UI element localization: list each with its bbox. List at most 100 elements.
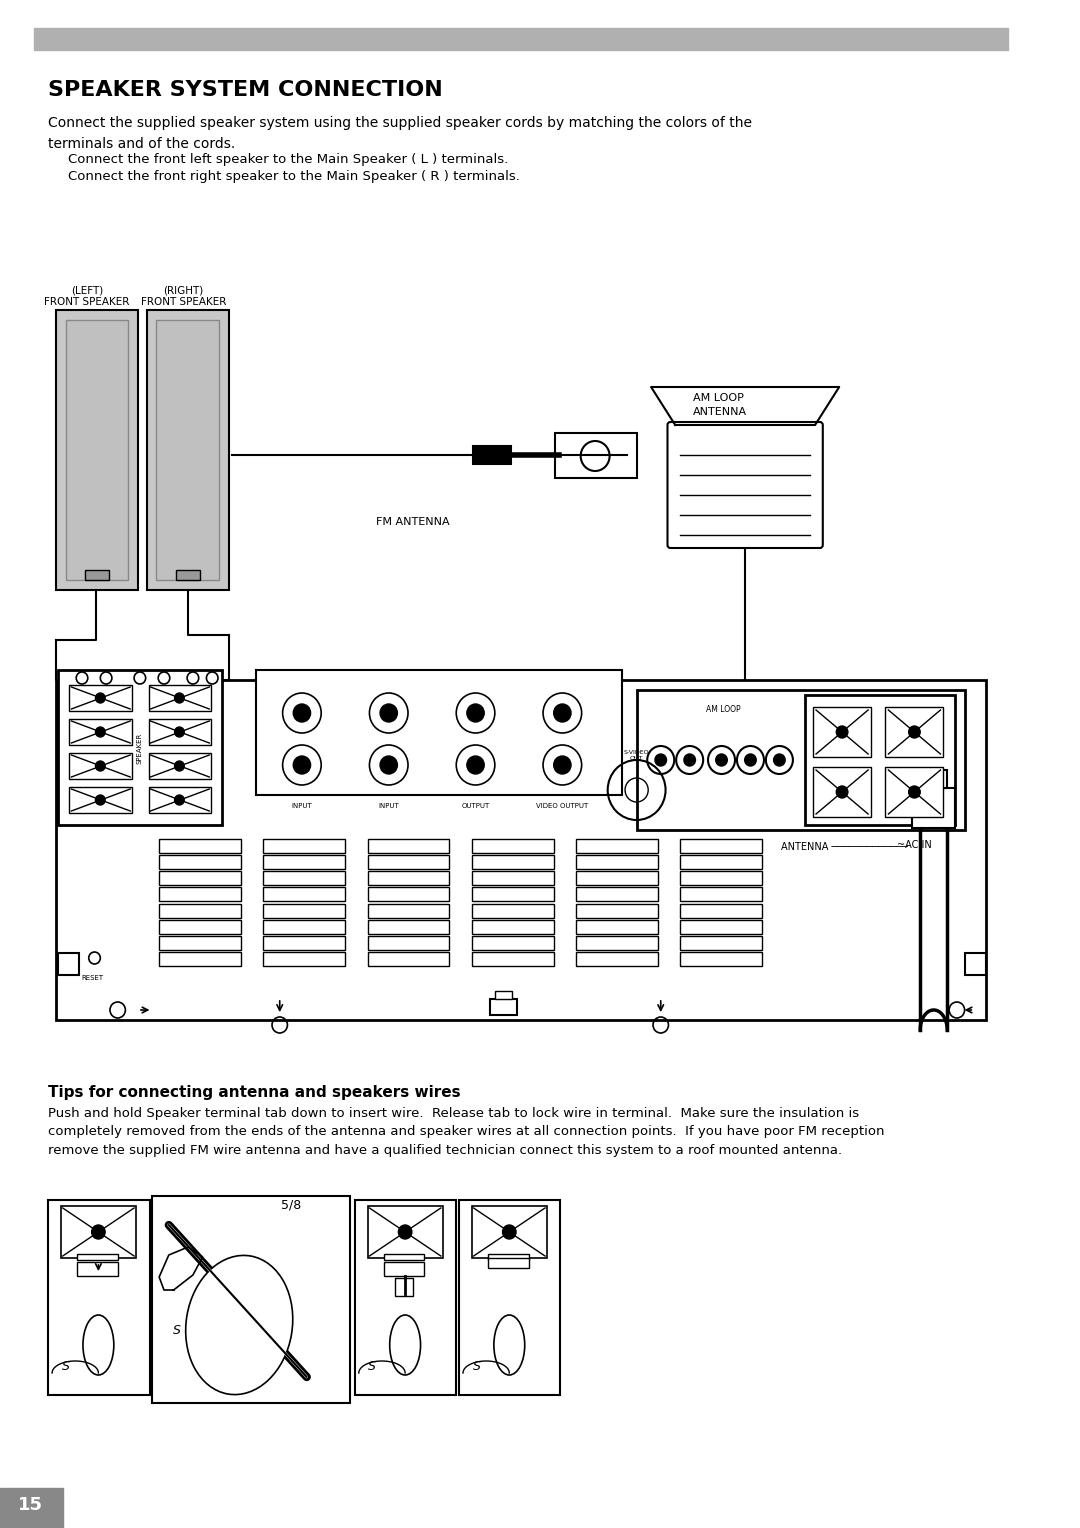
Bar <box>69 787 132 813</box>
Bar <box>159 888 241 902</box>
Bar <box>149 753 212 779</box>
Text: AM LOOP: AM LOOP <box>706 704 741 714</box>
Bar <box>472 871 554 885</box>
Bar <box>576 888 658 902</box>
Text: Connect the front right speaker to the Main Speaker ( R ) terminals.: Connect the front right speaker to the M… <box>68 170 519 183</box>
Bar <box>159 839 241 853</box>
Bar <box>367 856 449 869</box>
Bar <box>488 1254 528 1261</box>
Text: ~AC IN: ~AC IN <box>897 840 932 850</box>
Circle shape <box>399 1225 411 1239</box>
Bar <box>964 953 986 975</box>
Circle shape <box>554 756 571 775</box>
Text: INPUT: INPUT <box>378 804 400 808</box>
Bar <box>383 1262 424 1276</box>
Bar <box>680 871 762 885</box>
Ellipse shape <box>186 1256 293 1395</box>
Text: (RIGHT): (RIGHT) <box>163 286 203 295</box>
Bar <box>367 920 449 934</box>
Bar <box>264 903 346 917</box>
Bar <box>69 753 132 779</box>
Bar <box>920 770 947 788</box>
Bar <box>472 888 554 902</box>
Text: Connect the front left speaker to the Main Speaker ( L ) terminals.: Connect the front left speaker to the Ma… <box>68 153 508 167</box>
Bar <box>472 1206 546 1258</box>
Bar <box>636 691 964 830</box>
Bar <box>680 856 762 869</box>
Bar <box>77 1262 118 1276</box>
Bar <box>576 856 658 869</box>
Bar <box>159 903 241 917</box>
Text: S: S <box>173 1323 180 1337</box>
Bar <box>256 669 622 795</box>
Bar <box>383 1254 424 1261</box>
Bar <box>147 310 229 590</box>
Bar <box>264 839 346 853</box>
Bar <box>49 1199 149 1395</box>
Text: SPEAKER: SPEAKER <box>137 732 143 764</box>
Text: COAXIAL
OUT: COAXIAL OUT <box>549 677 576 688</box>
Text: S-VIDEO
OUT: S-VIDEO OUT <box>624 750 649 761</box>
Circle shape <box>380 756 397 775</box>
Bar <box>367 1206 443 1258</box>
Text: S: S <box>368 1360 376 1374</box>
Circle shape <box>502 1225 516 1239</box>
Circle shape <box>684 753 696 766</box>
Text: ANTENNA ─────────────: ANTENNA ───────────── <box>781 842 908 853</box>
Bar <box>264 920 346 934</box>
Bar <box>33 28 1008 50</box>
Text: 15: 15 <box>18 1496 43 1514</box>
Bar <box>159 920 241 934</box>
Bar <box>159 871 241 885</box>
Text: AM LOOP
ANTENNA: AM LOOP ANTENNA <box>692 393 746 417</box>
Text: S: S <box>473 1360 481 1374</box>
Bar <box>576 920 658 934</box>
Bar <box>0 1488 63 1528</box>
Bar <box>159 856 241 869</box>
Circle shape <box>92 1225 105 1239</box>
Text: SPEAKER SYSTEM CONNECTION: SPEAKER SYSTEM CONNECTION <box>49 79 443 99</box>
Bar <box>69 720 132 746</box>
Circle shape <box>908 785 920 798</box>
Bar <box>355 1199 456 1395</box>
Circle shape <box>294 704 311 723</box>
Text: Push and hold Speaker terminal tab down to insert wire.  Release tab to lock wir: Push and hold Speaker terminal tab down … <box>49 1106 885 1157</box>
Circle shape <box>95 761 105 772</box>
Bar <box>472 839 554 853</box>
Circle shape <box>380 704 397 723</box>
Bar <box>60 1206 136 1258</box>
Bar <box>149 720 212 746</box>
Text: AUDIO
OUT: AUDIO OUT <box>465 677 486 688</box>
Text: FRONT SPEAKER: FRONT SPEAKER <box>140 296 226 307</box>
Circle shape <box>294 756 311 775</box>
Bar <box>576 839 658 853</box>
Bar <box>472 856 554 869</box>
Bar <box>264 888 346 902</box>
Circle shape <box>175 795 185 805</box>
Ellipse shape <box>494 1316 525 1375</box>
Bar <box>367 935 449 950</box>
Bar <box>473 446 511 465</box>
Circle shape <box>744 753 756 766</box>
Circle shape <box>95 727 105 736</box>
Bar <box>58 669 221 825</box>
Circle shape <box>175 727 185 736</box>
Bar <box>576 952 658 966</box>
Bar <box>176 570 200 581</box>
Circle shape <box>654 753 666 766</box>
Circle shape <box>95 694 105 703</box>
Text: S: S <box>62 1360 69 1374</box>
Circle shape <box>175 694 185 703</box>
Bar <box>488 1258 528 1268</box>
Circle shape <box>836 726 848 738</box>
Bar <box>886 767 943 817</box>
Bar <box>490 999 517 1015</box>
Text: TV/VCR
IN: TV/VCR IN <box>377 677 401 688</box>
Circle shape <box>467 756 484 775</box>
Circle shape <box>773 753 785 766</box>
Bar <box>367 871 449 885</box>
Bar <box>152 1196 350 1403</box>
Bar <box>680 935 762 950</box>
Text: FM ANTENNA: FM ANTENNA <box>376 516 449 527</box>
Bar <box>680 903 762 917</box>
